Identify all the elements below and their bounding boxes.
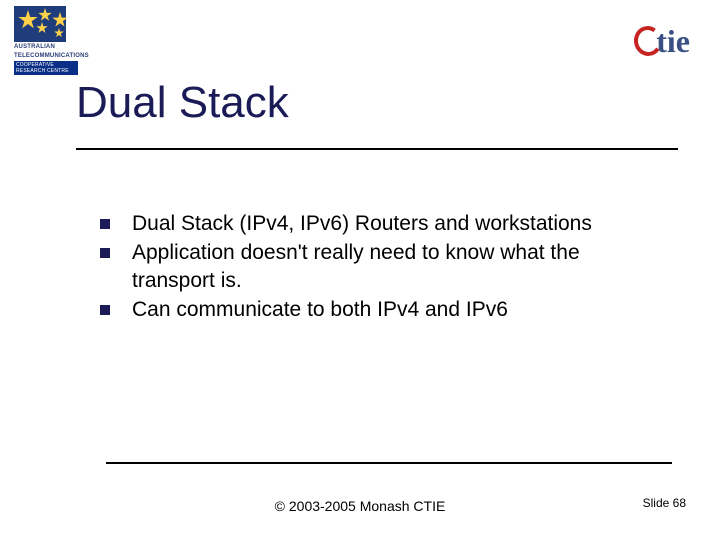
bullet-row: Application doesn't really need to know …: [100, 239, 666, 294]
bullet-text: Dual Stack (IPv4, IPv6) Routers and work…: [132, 210, 592, 237]
bullet-icon: [100, 219, 110, 229]
logo-right: tie: [634, 22, 690, 60]
bullet-icon: [100, 305, 110, 315]
footer-rule: [106, 462, 672, 464]
title-rule: [76, 148, 678, 150]
bullet-text: Can communicate to both IPv4 and IPv6: [132, 296, 508, 323]
logo-left: AUSTRALIAN TELECOMMUNICATIONS COOPERATIV…: [14, 6, 78, 78]
logo-left-stars: [14, 6, 78, 42]
bullet-text: Application doesn't really need to know …: [132, 239, 666, 294]
bullet-row: Dual Stack (IPv4, IPv6) Routers and work…: [100, 210, 666, 237]
footer-right: Slide 68: [643, 496, 686, 510]
slide: AUSTRALIAN TELECOMMUNICATIONS COOPERATIV…: [0, 0, 720, 540]
slide-title: Dual Stack: [76, 78, 289, 128]
logo-left-caption-1: AUSTRALIAN: [14, 44, 78, 51]
bullet-icon: [100, 248, 110, 258]
footer-center: © 2003-2005 Monash CTIE: [0, 498, 720, 514]
logo-left-caption-2: TELECOMMUNICATIONS: [14, 53, 78, 60]
bullet-row: Can communicate to both IPv4 and IPv6: [100, 296, 666, 323]
slide-body: Dual Stack (IPv4, IPv6) Routers and work…: [100, 210, 666, 325]
logo-left-caption-3: COOPERATIVE RESEARCH CENTRE: [14, 61, 78, 75]
